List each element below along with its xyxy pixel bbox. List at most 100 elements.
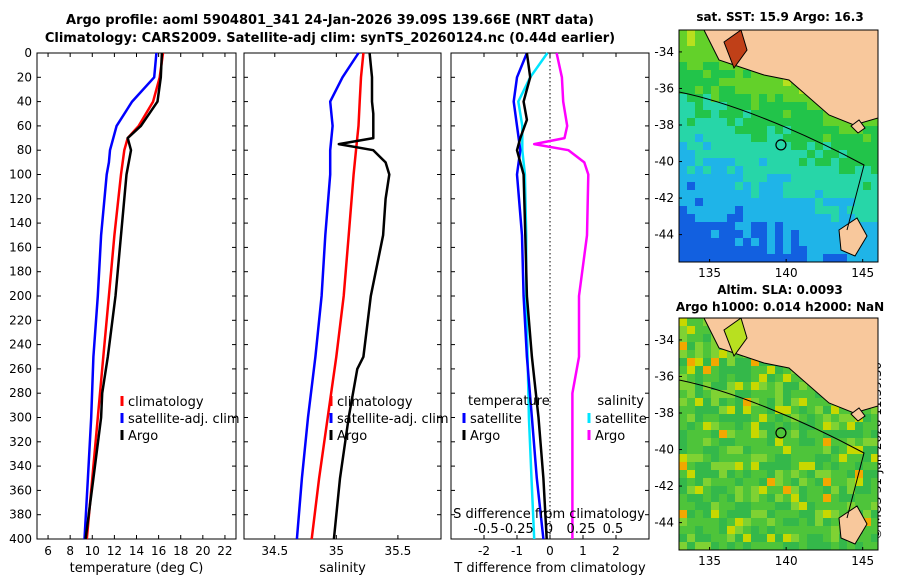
map-cell [727, 70, 736, 79]
map-cell [679, 110, 688, 119]
map-cell [791, 526, 800, 535]
map-cell [687, 350, 696, 359]
map-cell [695, 230, 704, 239]
map-cell [799, 110, 808, 119]
map-cell [679, 102, 688, 111]
map-cell [719, 478, 728, 487]
map-cell [687, 158, 696, 167]
map-cell [695, 414, 704, 423]
map-cell [695, 222, 704, 231]
map-cell [799, 382, 808, 391]
map-cell [719, 126, 728, 135]
map-cell [743, 502, 752, 511]
temperature-satellite-line [83, 52, 158, 540]
map-cell [871, 166, 878, 175]
map-cell [743, 222, 752, 231]
map-cell [863, 414, 872, 423]
map-cell [735, 398, 744, 407]
map-cell [711, 350, 720, 359]
map-cell [727, 214, 736, 223]
map-cell [687, 78, 696, 87]
map-cell [743, 374, 752, 383]
map-cell [711, 158, 720, 167]
map-cell [687, 174, 696, 183]
salinity-legend-label: climatology [337, 395, 413, 410]
map-cell [823, 174, 832, 183]
map-cell [823, 502, 832, 511]
map-cell [775, 230, 784, 239]
map-cell [823, 126, 832, 135]
map-cell [687, 214, 696, 223]
map-cell [775, 182, 784, 191]
map-cell [767, 94, 776, 103]
map-cell [695, 342, 704, 351]
map-cell [679, 318, 688, 327]
map-cell [871, 470, 878, 479]
map-cell [831, 526, 840, 535]
map-cell [703, 446, 712, 455]
map-cell [759, 150, 768, 159]
map-cell [759, 190, 768, 199]
x-tick-label-1: 20 [195, 544, 210, 558]
map-cell [823, 198, 832, 207]
map-cell [815, 430, 824, 439]
map-cell [751, 438, 760, 447]
map-cell [775, 94, 784, 103]
y-tick-label: 0 [24, 46, 32, 60]
map-cell [807, 110, 816, 119]
map-cell [703, 190, 712, 199]
map-cell [743, 134, 752, 143]
map-cell [735, 422, 744, 431]
map-cell [831, 406, 840, 415]
map-cell [727, 166, 736, 175]
map-cell [767, 190, 776, 199]
map-cell [687, 238, 696, 247]
map-cell [823, 190, 832, 199]
map-cell [703, 94, 712, 103]
map-cell [759, 382, 768, 391]
map-cell [831, 414, 840, 423]
map-lat-label-1: -36 [654, 81, 674, 95]
map-cell [719, 518, 728, 527]
map-cell [687, 318, 696, 327]
map-cell [807, 510, 816, 519]
map-cell [735, 390, 744, 399]
map-cell [703, 166, 712, 175]
map-cell [751, 254, 760, 262]
map-cell [831, 206, 840, 215]
map-cell [815, 246, 824, 255]
map-cell [823, 254, 832, 262]
map-lon-label-2: 140 [775, 554, 798, 568]
map-cell [759, 422, 768, 431]
map-cell [703, 182, 712, 191]
map-cell [831, 438, 840, 447]
map-cell [687, 182, 696, 191]
map-cell [863, 222, 872, 231]
map-cell [855, 502, 864, 511]
map-cell [743, 118, 752, 127]
map-cell [751, 534, 760, 543]
map-cell [767, 246, 776, 255]
map-cell [807, 206, 816, 215]
map-cell [743, 438, 752, 447]
map-cell [687, 494, 696, 503]
map-cell [679, 190, 688, 199]
map-cell [703, 118, 712, 127]
map-cell [831, 230, 840, 239]
x-tick-label-3: -1 [511, 544, 523, 558]
map-cell [863, 470, 872, 479]
map-cell [855, 542, 864, 550]
map-cell [839, 470, 848, 479]
map-cell [727, 398, 736, 407]
map-cell [711, 390, 720, 399]
map-cell [735, 134, 744, 143]
map-cell [783, 446, 792, 455]
map-cell [727, 454, 736, 463]
map-cell [703, 534, 712, 543]
map-cell [719, 366, 728, 375]
map-cell [727, 78, 736, 87]
map-cell [839, 414, 848, 423]
map-cell [743, 190, 752, 199]
map-cell [839, 422, 848, 431]
map-cell [807, 198, 816, 207]
